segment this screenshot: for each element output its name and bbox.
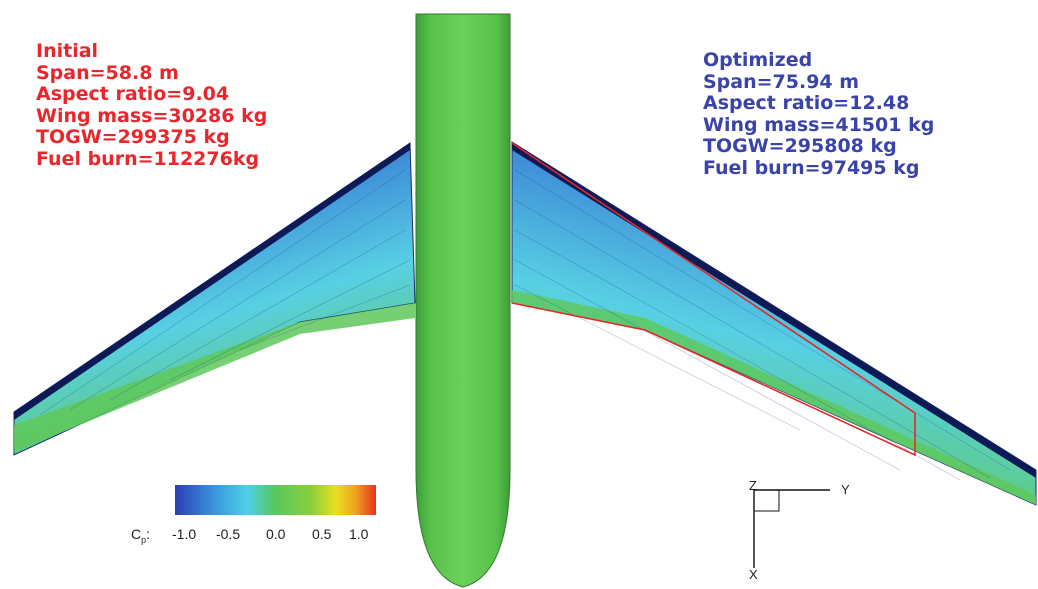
initial-span: Span=58.8 m (36, 61, 179, 84)
axis-x-label: X (749, 567, 758, 582)
cp-tick: -0.5 (216, 526, 241, 542)
optimized-aspect-ratio: Aspect ratio=12.48 (703, 92, 910, 114)
fuselage (415, 13, 511, 588)
cp-label-suffix: : (146, 526, 151, 542)
cp-colorbar-label: Cp: (131, 526, 150, 545)
axis-y-label: Y (841, 482, 850, 497)
optimized-title: Optimized (703, 49, 813, 71)
initial-planform-outline (511, 142, 916, 457)
cp-label-sub: p (141, 534, 147, 545)
axis-z-label: Z (749, 478, 757, 493)
cp-colorbar (175, 485, 376, 515)
optimized-fuel-burn: Fuel burn=97495 kg (703, 156, 920, 179)
initial-aspect-ratio: Aspect ratio=9.04 (36, 83, 230, 105)
right-wing (511, 141, 1037, 506)
cp-tick: 0.5 (312, 526, 332, 542)
cp-tick: 1.0 (349, 526, 369, 542)
initial-togw: TOGW=299375 kg (36, 126, 230, 148)
optimized-span: Span=75.94 m (703, 70, 860, 93)
cp-label-main: C (131, 526, 142, 542)
cp-tick: -1.0 (172, 526, 197, 542)
initial-title: Initial (36, 40, 99, 62)
cp-tick: 0.0 (266, 526, 286, 542)
initial-wing-mass: Wing mass=30286 kg (36, 104, 268, 127)
optimized-design-summary: Optimized Span=75.94 m Aspect ratio=12.4… (703, 49, 935, 179)
initial-fuel-burn: Fuel burn=112276kg (36, 147, 260, 170)
axis-triad (753, 489, 830, 568)
left-wing (13, 142, 416, 456)
optimized-wing-mass: Wing mass=41501 kg (703, 113, 935, 136)
optimized-togw: TOGW=295808 kg (703, 135, 897, 157)
initial-design-summary: Initial Span=58.8 m Aspect ratio=9.04 Wi… (36, 40, 268, 170)
